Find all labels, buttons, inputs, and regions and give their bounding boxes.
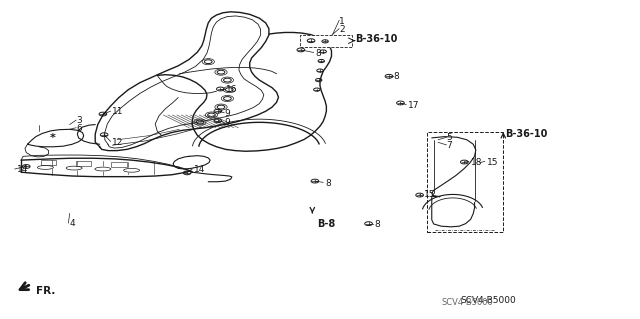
Text: 5: 5 [447, 133, 452, 142]
Text: B-36-10: B-36-10 [355, 34, 397, 44]
Text: *: * [50, 133, 56, 143]
Text: 7: 7 [447, 141, 452, 150]
Ellipse shape [66, 166, 82, 170]
Bar [300, 35, 352, 47]
Text: 6: 6 [76, 124, 82, 133]
Bar [111, 162, 127, 167]
Text: SCV4-B5000: SCV4-B5000 [441, 298, 493, 307]
Text: 18: 18 [470, 158, 482, 167]
Bar [76, 161, 92, 166]
Text: 1: 1 [339, 17, 345, 26]
Text: 8: 8 [394, 72, 399, 81]
Text: 15: 15 [424, 190, 435, 199]
Bar [41, 160, 56, 165]
Text: 15: 15 [487, 158, 499, 167]
Bar [428, 132, 502, 232]
Text: 14: 14 [193, 165, 205, 174]
Text: 8: 8 [315, 48, 321, 58]
Text: 8: 8 [325, 179, 331, 188]
Text: 12: 12 [113, 137, 124, 146]
Text: 17: 17 [408, 101, 420, 110]
Text: FR.: FR. [36, 286, 56, 296]
Text: SCV4-B5000: SCV4-B5000 [461, 296, 516, 305]
Text: B-36-10: B-36-10 [505, 129, 548, 139]
Text: 9: 9 [224, 109, 230, 118]
Text: 16: 16 [225, 85, 237, 94]
Text: 8: 8 [374, 220, 380, 229]
Ellipse shape [95, 167, 111, 171]
Ellipse shape [37, 166, 53, 169]
Text: 4: 4 [70, 219, 76, 228]
Text: 11: 11 [113, 108, 124, 116]
Text: 14: 14 [17, 165, 28, 174]
Text: 2: 2 [339, 25, 345, 34]
Ellipse shape [124, 168, 140, 172]
Text: B-8: B-8 [317, 219, 335, 229]
Text: 9: 9 [224, 118, 230, 128]
Text: 3: 3 [76, 116, 82, 125]
